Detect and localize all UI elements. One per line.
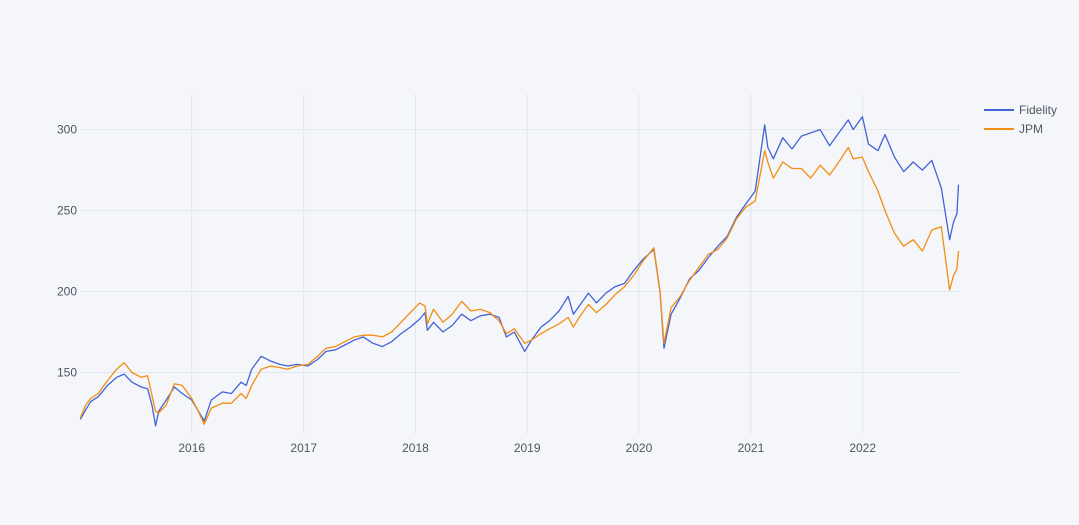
y-tick-label: 300 — [57, 123, 77, 137]
legend-label: JPM — [1019, 122, 1043, 136]
gridlines — [80, 94, 960, 434]
x-tick-label: 2020 — [626, 441, 653, 455]
x-tick-label: 2021 — [738, 441, 765, 455]
x-tick-label: 2016 — [178, 441, 205, 455]
x-tick-label: 2018 — [402, 441, 429, 455]
series-line-jpm[interactable] — [79, 146, 960, 425]
series-line-fidelity[interactable] — [79, 116, 960, 427]
legend-item-jpm[interactable]: JPM — [984, 122, 1043, 136]
legend[interactable]: Fidelity JPM — [984, 103, 1057, 136]
y-tick-label: 150 — [57, 365, 77, 379]
y-tick-label: 250 — [57, 204, 77, 218]
legend-item-fidelity[interactable]: Fidelity — [984, 103, 1057, 117]
x-tick-label: 2019 — [514, 441, 541, 455]
series-lines — [79, 116, 960, 427]
y-tick-label: 200 — [57, 285, 77, 299]
axis-labels: 150 200 250 300 2016 2017 2018 2019 2020 2021 2022 — [57, 123, 876, 455]
x-tick-label: 2017 — [290, 441, 317, 455]
x-tick-label: 2022 — [849, 441, 876, 455]
legend-label: Fidelity — [1019, 103, 1057, 117]
